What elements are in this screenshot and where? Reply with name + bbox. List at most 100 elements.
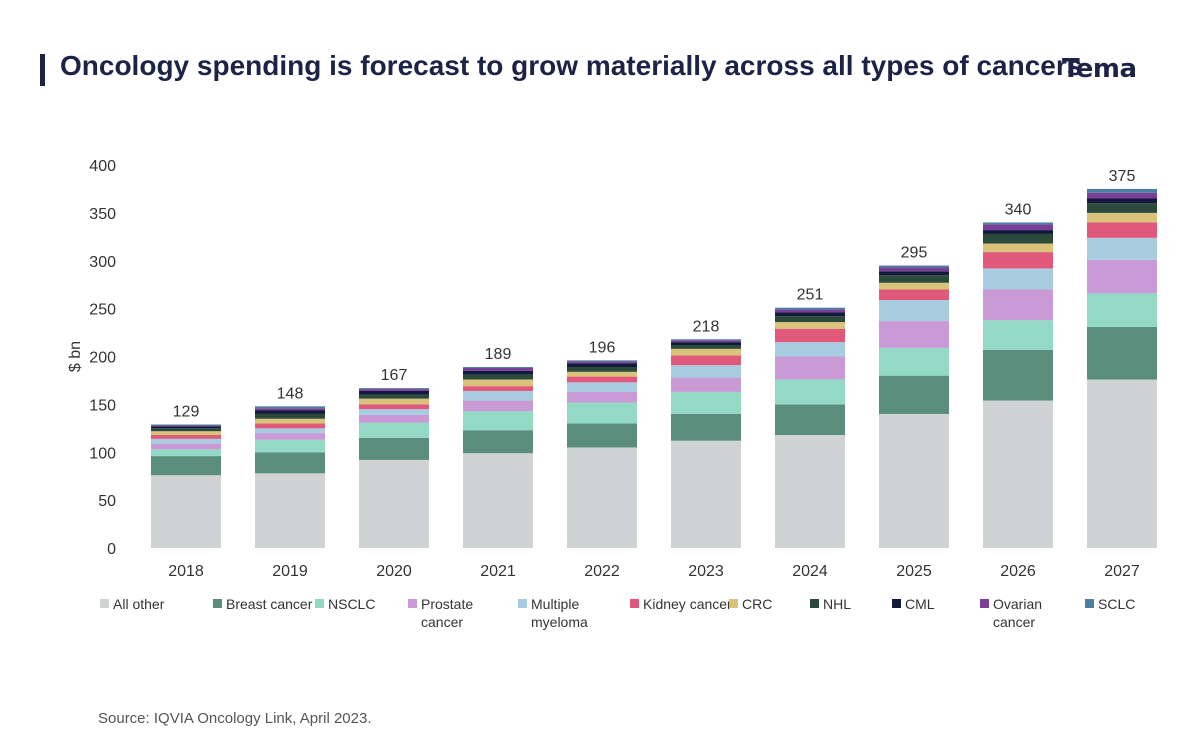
bar-segment: [775, 316, 845, 323]
bar-segment: [775, 328, 845, 343]
bar-total-label: 148: [277, 385, 304, 402]
y-tick-label: 50: [98, 493, 116, 510]
y-axis-label: $ bn: [67, 341, 84, 372]
bar-segment: [879, 271, 949, 276]
bar-segment: [151, 475, 221, 548]
bar-segment: [775, 342, 845, 357]
bar-segment: [671, 342, 741, 346]
bar-segment: [255, 433, 325, 440]
bar-total-label: 196: [589, 339, 616, 356]
bar-segment: [255, 410, 325, 414]
bar-total-label: 129: [173, 403, 200, 420]
bar-segment: [567, 391, 637, 403]
chart-legend: All other Breast cancer NSCLC Prostate canc…: [100, 595, 1180, 635]
bar-segment: [255, 428, 325, 434]
bar-segment: [1087, 259, 1157, 294]
legend-label: SCLC: [1098, 596, 1136, 612]
bar-segment: [463, 430, 533, 454]
tema-logo: Tema: [1062, 54, 1137, 84]
bar-segment: [1087, 326, 1157, 380]
bar-segment: [359, 459, 429, 548]
bar-segment: [255, 473, 325, 548]
bar-segment: [775, 379, 845, 405]
bar-segment: [151, 438, 221, 444]
bar-segment: [879, 265, 949, 268]
bar-segment: [463, 379, 533, 387]
bar-segment: [671, 440, 741, 548]
title-accent-bar: [40, 54, 45, 86]
bar-segment: [879, 347, 949, 376]
page-title: Oncology spending is forecast to grow ma…: [60, 50, 1083, 81]
bar-segment: [151, 456, 221, 476]
legend-swatch: [213, 599, 222, 608]
legend-label: Multiple myeloma: [531, 596, 588, 630]
bar-segment: [567, 361, 637, 364]
y-tick-label: 350: [89, 206, 116, 223]
bar-segment: [671, 348, 741, 356]
x-tick-label: 2021: [480, 563, 516, 580]
bar-segment: [983, 349, 1053, 401]
bar-segment: [255, 406, 325, 409]
bar-segment: [671, 391, 741, 414]
bar-segment: [359, 388, 429, 390]
bar-segment: [1087, 237, 1157, 260]
bar-segment: [151, 431, 221, 436]
bar-segment: [671, 365, 741, 378]
bar-segment: [671, 355, 741, 366]
bar-segment: [151, 428, 221, 432]
legend-swatch: [315, 599, 324, 608]
bar-segment: [1087, 188, 1157, 193]
bar-segment: [463, 390, 533, 401]
bar-segment: [879, 282, 949, 290]
bar-segment: [255, 408, 325, 411]
legend-swatch: [810, 599, 819, 608]
x-tick-label: 2024: [792, 563, 828, 580]
legend-swatch: [408, 599, 417, 608]
bar-segment: [775, 435, 845, 548]
legend-swatch: [518, 599, 527, 608]
bar-segment: [879, 267, 949, 272]
bar-segment: [463, 374, 533, 380]
bar-segment: [359, 404, 429, 410]
bar-segment: [567, 367, 637, 372]
bar-segment: [567, 371, 637, 377]
x-tick-label: 2027: [1104, 563, 1140, 580]
bar-segment: [775, 312, 845, 317]
bar-segment: [463, 400, 533, 412]
bar-segment: [359, 414, 429, 423]
legend-swatch: [1085, 599, 1094, 608]
bar-segment: [671, 377, 741, 392]
bar-segment: [359, 398, 429, 405]
x-tick-label: 2018: [168, 563, 204, 580]
bar-segment: [983, 222, 1053, 225]
legend-swatch: [729, 599, 738, 608]
bar-total-label: 189: [485, 346, 512, 363]
legend-label: CML: [905, 596, 935, 612]
bar-segment: [463, 453, 533, 548]
bar-segment: [1087, 192, 1157, 199]
bar-segment: [983, 268, 1053, 290]
bar-segment: [879, 300, 949, 322]
bar-segment: [775, 404, 845, 436]
bar-segment: [567, 423, 637, 448]
source-note: Source: IQVIA Oncology Link, April 2023.: [98, 710, 372, 727]
bar-segment: [879, 289, 949, 301]
bar-segment: [775, 356, 845, 380]
bar-segment: [983, 230, 1053, 234]
legend-label: All other: [113, 596, 165, 612]
y-tick-label: 200: [89, 350, 116, 367]
legend-swatch: [892, 599, 901, 608]
bar-total-label: 167: [381, 367, 408, 384]
y-tick-label: 150: [89, 397, 116, 414]
y-tick-label: 300: [89, 254, 116, 271]
y-tick-label: 250: [89, 302, 116, 319]
bar-segment: [255, 423, 325, 429]
bar-segment: [983, 400, 1053, 548]
bar-total-label: 251: [797, 287, 824, 304]
bar-segment: [1087, 198, 1157, 204]
bar-segment: [463, 411, 533, 431]
bar-segment: [983, 320, 1053, 350]
bar-segment: [255, 418, 325, 424]
bar-segment: [567, 382, 637, 392]
bar-segment: [567, 447, 637, 548]
